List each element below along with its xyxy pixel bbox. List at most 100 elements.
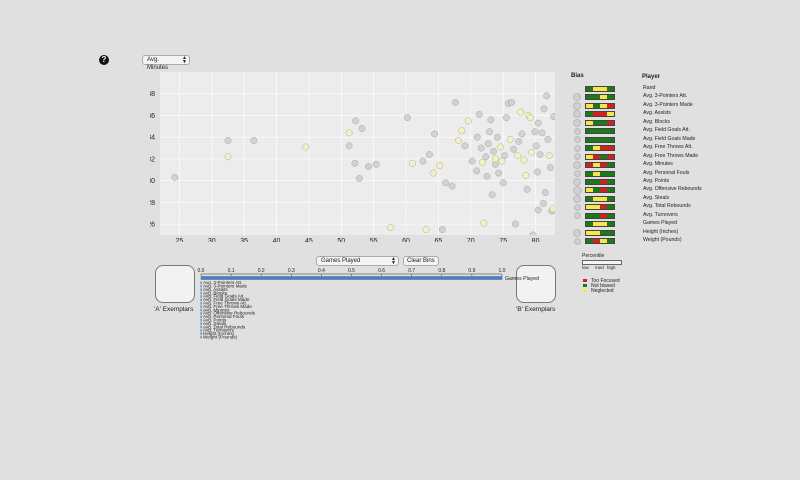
player-point[interactable] (473, 133, 481, 141)
bias-attribute-label[interactable]: Avg. Steals (643, 194, 670, 201)
player-point[interactable] (510, 145, 517, 153)
player-point[interactable] (429, 169, 437, 177)
player-point[interactable] (520, 156, 528, 164)
player-point[interactable] (508, 99, 516, 106)
player-point[interactable] (534, 119, 542, 127)
player-point[interactable] (250, 137, 258, 144)
player-point[interactable] (541, 189, 549, 197)
bias-attribute-label[interactable]: Avg. Minutes (643, 161, 673, 168)
player-point[interactable] (528, 149, 536, 156)
attribute-weight-bar[interactable] (200, 325, 202, 329)
player-point[interactable] (442, 179, 449, 187)
player-point[interactable] (464, 117, 472, 125)
x-axis-select[interactable]: Avg. Minutes ▲ ▼ (142, 55, 190, 71)
player-point[interactable] (387, 223, 394, 231)
player-point[interactable] (483, 172, 491, 180)
bias-attribute-label[interactable]: Avg. 3-Pointers Made (643, 101, 693, 108)
attribute-weight-bar[interactable] (200, 329, 202, 332)
player-point[interactable] (431, 130, 438, 138)
attribute-weight-bar[interactable] (200, 332, 202, 336)
attribute-weight-bar[interactable] (200, 335, 202, 339)
player-point[interactable] (475, 110, 483, 118)
player-point[interactable] (529, 231, 537, 238)
bias-attribute-label[interactable]: Avg. Total Rebounds (643, 203, 691, 210)
bias-attribute-label[interactable]: Avg. 3-Pointers Att. (643, 93, 688, 100)
player-point[interactable] (422, 226, 430, 233)
player-point[interactable] (351, 159, 359, 167)
player-point[interactable] (372, 160, 380, 168)
attribute-weight-bar[interactable] (200, 318, 202, 322)
player-point[interactable] (515, 138, 523, 145)
player-point[interactable] (536, 151, 544, 158)
bias-attribute-label[interactable]: Avg. Points (643, 177, 670, 184)
player-point[interactable] (171, 174, 179, 181)
attribute-weight-bar[interactable] (200, 298, 202, 302)
player-point[interactable] (517, 108, 525, 116)
player-point[interactable] (345, 142, 353, 150)
bias-attribute-label[interactable]: Avg. Free Throws Att. (643, 144, 693, 151)
player-point[interactable] (534, 206, 542, 214)
player-point[interactable] (484, 140, 492, 148)
player-point[interactable] (436, 162, 444, 169)
bias-attribute-label[interactable]: Avg. Offensive Rebounds (643, 186, 702, 193)
bias-attribute-label[interactable]: Avg. Turnovers (643, 211, 678, 218)
attribute-weight-bar[interactable] (200, 284, 202, 288)
player-point[interactable] (486, 128, 493, 136)
player-point[interactable] (455, 137, 462, 144)
attribute-weight-bar[interactable] (200, 291, 202, 295)
attribute-weight-bar[interactable] (200, 312, 202, 315)
player-point[interactable] (499, 179, 507, 187)
attribute-weight-bar[interactable] (200, 305, 202, 308)
player-point[interactable] (497, 143, 505, 151)
bias-attribute-label[interactable]: Avg. Free Throws Made (643, 152, 699, 159)
player-point[interactable] (477, 144, 485, 152)
b-exemplar-dropzone[interactable] (516, 265, 556, 303)
player-point[interactable] (480, 219, 488, 227)
player-point[interactable] (425, 151, 433, 158)
player-point[interactable] (461, 142, 469, 150)
player-point[interactable] (448, 182, 456, 190)
player-point[interactable] (487, 116, 495, 124)
player-point[interactable] (506, 135, 514, 143)
player-point[interactable] (532, 142, 540, 150)
player-point[interactable] (224, 137, 232, 144)
bias-attribute-label[interactable]: Avg. Field Goals Made (643, 135, 696, 142)
player-point[interactable] (543, 92, 550, 100)
player-point[interactable] (488, 191, 496, 199)
bin-attribute-select[interactable]: Games Played ▲ ▼ (316, 256, 399, 266)
player-point[interactable] (302, 143, 310, 151)
player-point[interactable] (523, 185, 531, 193)
scatter-plot[interactable]: 25 30 35 40 45 50 55 60 65 70 75 80 26 28 30 32 34 36 38 (150, 70, 560, 242)
player-point[interactable] (473, 167, 481, 175)
bias-attribute-label[interactable]: Height (Inches) (643, 228, 679, 235)
player-point[interactable] (498, 157, 506, 165)
player-point[interactable] (458, 127, 466, 135)
player-point[interactable] (550, 113, 557, 120)
player-point[interactable] (495, 169, 503, 177)
bias-attribute-label[interactable]: Games Played (643, 220, 678, 227)
bias-attribute-label[interactable]: Avg. Personal Fouls (643, 169, 690, 176)
player-point[interactable] (531, 128, 539, 136)
player-point[interactable] (538, 129, 546, 137)
clear-bins-button[interactable]: Clear Bins (403, 256, 439, 266)
attribute-weight-bar[interactable] (200, 295, 202, 298)
attribute-weight-bar[interactable] (200, 315, 202, 319)
player-point[interactable] (490, 147, 497, 155)
player-point[interactable] (512, 220, 519, 228)
games-played-weight-bar[interactable] (200, 276, 503, 280)
bias-attribute-label[interactable]: Avg. Blocks (643, 118, 671, 125)
player-point[interactable] (514, 152, 521, 160)
attribute-weight-bar[interactable] (200, 322, 202, 325)
player-point[interactable] (501, 152, 508, 160)
player-point[interactable] (365, 163, 372, 170)
help-icon[interactable]: ? (99, 55, 109, 65)
player-point[interactable] (468, 157, 476, 165)
player-point[interactable] (482, 153, 490, 161)
player-point[interactable] (522, 171, 530, 179)
player-point[interactable] (345, 129, 353, 137)
player-point[interactable] (534, 168, 541, 176)
player-point[interactable] (492, 155, 499, 163)
bias-attribute-label[interactable]: Rand (643, 85, 656, 91)
player-point[interactable] (224, 153, 232, 161)
bias-attribute-label[interactable]: Avg. Field Goals Att. (643, 127, 690, 134)
